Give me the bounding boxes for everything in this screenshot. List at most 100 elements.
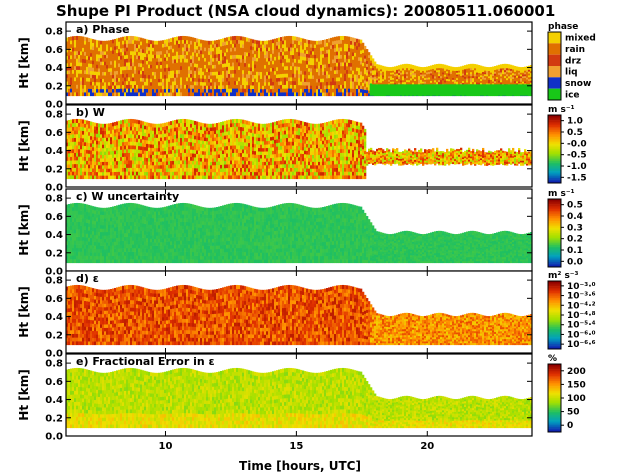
heatmap-cell — [206, 151, 209, 155]
heatmap-cell — [456, 81, 459, 84]
heatmap-cell — [120, 134, 123, 139]
heatmap-cell — [114, 157, 117, 162]
heatmap-cell — [240, 43, 243, 48]
heatmap-cell — [186, 152, 189, 157]
heatmap-cell — [322, 88, 325, 93]
heatmap-cell — [504, 73, 507, 77]
heatmap-cell — [200, 39, 203, 44]
heatmap-cell — [274, 42, 277, 47]
heatmap-cell — [222, 45, 225, 50]
heatmap-cell — [348, 58, 351, 63]
heatmap-cell — [470, 65, 473, 69]
heatmap-cell — [262, 92, 265, 97]
heatmap-cell — [160, 171, 163, 176]
heatmap-cell — [68, 62, 71, 67]
heatmap-cell — [440, 79, 443, 83]
heatmap-cell — [112, 140, 115, 144]
heatmap-cell — [82, 123, 85, 128]
heatmap-cell — [182, 163, 185, 168]
heatmap-cell — [68, 138, 71, 143]
heatmap-cell — [192, 160, 195, 165]
heatmap-cell — [80, 122, 83, 127]
heatmap-cell — [282, 62, 285, 67]
heatmap-cell — [120, 81, 123, 86]
heatmap-cell — [104, 154, 107, 159]
heatmap-cell — [150, 123, 153, 128]
heatmap-cell — [186, 88, 189, 93]
heatmap-cell — [146, 67, 149, 72]
heatmap-cell — [134, 77, 137, 82]
heatmap-cell — [146, 78, 149, 82]
heatmap-cell — [528, 73, 531, 76]
heatmap-cell — [444, 70, 447, 73]
heatmap-cell — [140, 120, 143, 125]
heatmap-cell — [132, 77, 135, 82]
heatmap-cell — [86, 160, 89, 165]
heatmap-cell — [296, 40, 299, 45]
heatmap-cell — [294, 73, 297, 78]
heatmap-cell — [180, 145, 183, 150]
heatmap-cell — [242, 66, 245, 71]
heatmap-cell — [104, 51, 107, 55]
heatmap-cell — [170, 63, 173, 68]
heatmap-cell — [96, 123, 99, 127]
heatmap-cell — [242, 47, 245, 52]
heatmap-cell — [202, 126, 205, 131]
heatmap-cell — [506, 73, 509, 77]
heatmap-cell — [340, 69, 343, 74]
heatmap-cell — [210, 165, 213, 169]
heatmap-cell — [172, 77, 175, 82]
heatmap-cell — [246, 92, 249, 97]
heatmap-cell — [130, 148, 133, 153]
colorbar-category-label: ice — [565, 90, 580, 100]
heatmap-cell — [518, 81, 521, 84]
heatmap-cell — [164, 53, 167, 58]
heatmap-cell — [154, 140, 157, 145]
heatmap-cell — [212, 127, 215, 131]
heatmap-cell — [198, 74, 201, 79]
heatmap-cell — [368, 87, 371, 91]
heatmap-cell — [214, 47, 217, 52]
heatmap-cell — [126, 43, 129, 48]
heatmap-cell — [164, 92, 167, 97]
heatmap-cell — [476, 66, 479, 69]
heatmap-cell — [92, 136, 95, 141]
heatmap-cell — [300, 59, 303, 64]
heatmap-cell — [292, 65, 295, 71]
heatmap-cell — [510, 66, 513, 69]
heatmap-cell — [254, 53, 257, 58]
heatmap-cell — [118, 63, 121, 68]
heatmap-cell — [86, 124, 89, 129]
heatmap-cell — [290, 92, 293, 97]
heatmap-cell — [156, 130, 159, 135]
heatmap-cell — [518, 74, 521, 77]
heatmap-cell — [78, 145, 81, 150]
heatmap-cell — [246, 44, 249, 49]
heatmap-cell — [324, 92, 327, 97]
heatmap-cell — [180, 36, 183, 41]
heatmap-cell — [230, 84, 233, 89]
heatmap-cell — [198, 81, 201, 86]
heatmap-cell — [268, 92, 271, 97]
heatmap-cell — [66, 73, 69, 78]
heatmap-cell — [208, 92, 211, 97]
heatmap-cell — [126, 88, 129, 93]
heatmap-cell — [128, 145, 131, 150]
heatmap-cell — [198, 60, 201, 65]
heatmap-cell — [456, 67, 459, 70]
heatmap-cell — [374, 74, 377, 77]
heatmap-cell — [160, 168, 163, 173]
heatmap-cell — [234, 62, 237, 67]
heatmap-cell — [218, 88, 221, 93]
heatmap-cell — [130, 156, 133, 161]
heatmap-cell — [184, 156, 187, 161]
heatmap-cell — [164, 136, 167, 141]
heatmap-cell — [324, 64, 327, 68]
heatmap-cell — [290, 39, 293, 44]
heatmap-cell — [182, 167, 185, 172]
heatmap-cell — [446, 72, 449, 76]
heatmap-cell — [160, 140, 163, 145]
heatmap-cell — [100, 85, 103, 90]
heatmap-cell — [306, 92, 309, 97]
heatmap-cell — [330, 88, 333, 93]
